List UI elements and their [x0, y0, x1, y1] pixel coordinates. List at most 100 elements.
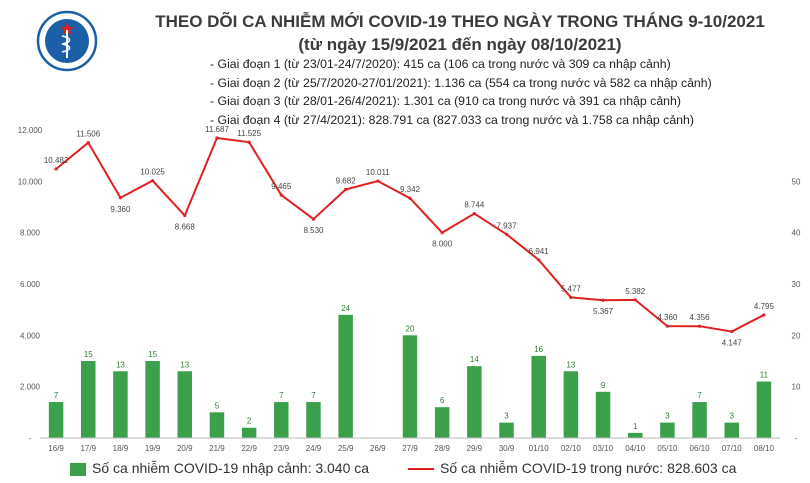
- bar-imported: [402, 335, 418, 438]
- line-data-label: 10.025: [140, 168, 165, 177]
- line-point: [54, 167, 58, 171]
- line-point: [183, 213, 187, 218]
- bar-data-label: 9: [601, 381, 606, 390]
- y-left-tick-label: 2.000: [20, 383, 41, 392]
- line-point: [151, 179, 155, 183]
- bar-data-label: 7: [697, 391, 702, 400]
- bar-data-label: 20: [406, 324, 415, 333]
- line-point: [601, 298, 605, 302]
- line-data-label: 7.937: [497, 221, 518, 230]
- bar-imported: [48, 402, 64, 438]
- phase-note: - Giai đoạn 1 (từ 23/01-24/7/2020): 415 …: [210, 57, 671, 71]
- bar-imported: [467, 366, 482, 438]
- bar-data-label: 15: [148, 350, 157, 359]
- line-data-label: 6.941: [529, 247, 550, 256]
- bar-imported: [660, 422, 675, 438]
- x-tick-label: 08/10: [754, 444, 775, 453]
- bar-data-label: 7: [311, 391, 316, 400]
- bar-data-label: 11: [760, 371, 769, 380]
- x-tick-label: 02/10: [561, 444, 582, 453]
- bar-data-label: 3: [665, 412, 670, 421]
- x-tick-label: 18/9: [113, 444, 129, 453]
- line-data-label: 5.382: [625, 287, 646, 296]
- line-point: [344, 187, 348, 192]
- line-data-label: 9.465: [271, 182, 292, 191]
- bar-data-label: 1: [633, 422, 638, 431]
- x-tick-label: 20/9: [177, 444, 193, 453]
- y-right-tick-label: 40: [792, 229, 801, 238]
- y-left-tick-label: -: [29, 434, 32, 443]
- x-tick-label: 22/9: [241, 444, 257, 453]
- y-left-tick-label: 8.000: [20, 229, 41, 238]
- phase-note: - Giai đoạn 3 (từ 28/01-26/4/2021): 1.30…: [210, 94, 681, 108]
- legend-item-domestic: Số ca nhiễm COVID-19 trong nước: 828.603…: [408, 460, 736, 476]
- phase-note: - Giai đoạn 4 (từ 27/4/2021): 828.791 ca…: [210, 112, 694, 127]
- y-right-tick-label: 10: [792, 383, 801, 392]
- bar-data-label: 5: [215, 401, 220, 410]
- line-data-label: 4.360: [657, 313, 678, 322]
- bar-data-label: 7: [279, 391, 284, 400]
- line-point: [118, 196, 123, 200]
- line-point: [215, 136, 219, 140]
- bar-data-label: 3: [730, 412, 735, 421]
- phase-notes: - Giai đoạn 1 (từ 23/01-24/7/2020): 415 …: [210, 55, 712, 129]
- bar-imported: [241, 427, 257, 438]
- line-data-label: 8.530: [303, 226, 324, 235]
- bar-data-label: 2: [247, 417, 252, 426]
- line-point: [440, 231, 444, 235]
- phase-note: - Giai đoạn 2 (từ 25/7/2020-27/01/2021):…: [210, 75, 712, 90]
- bar-imported: [113, 371, 128, 438]
- bar-data-label: 15: [84, 350, 93, 359]
- bar-imported: [306, 402, 321, 438]
- line-point: [537, 258, 541, 262]
- bar-imported: [692, 402, 707, 438]
- y-right-tick-label: 30: [792, 280, 801, 289]
- line-point: [279, 193, 283, 197]
- line-data-label: 9.682: [336, 176, 357, 185]
- y-left-tick-label: 4.000: [20, 331, 41, 340]
- line-data-label: 8.668: [175, 223, 196, 232]
- x-tick-label: 06/10: [690, 444, 711, 453]
- bar-imported: [756, 381, 772, 438]
- legend-item-imported: Số ca nhiễm COVID-19 nhập cảnh: 3.040 ca: [70, 460, 369, 476]
- line-point: [569, 295, 573, 300]
- line-point: [697, 324, 702, 328]
- chart-title: THEO DÕI CA NHIỄM MỚI COVID-19 THEO NGÀY…: [155, 12, 765, 31]
- chart-subtitle: (từ ngày 15/9/2021 đến ngày 08/10/2021): [298, 35, 622, 54]
- line-data-label: 10.482: [44, 156, 69, 165]
- x-tick-label: 05/10: [657, 444, 678, 453]
- y-left-tick-label: 6.000: [20, 280, 41, 289]
- bar-imported: [499, 422, 514, 438]
- x-tick-label: 04/10: [625, 444, 646, 453]
- x-tick-label: 07/10: [722, 444, 743, 453]
- line-data-label: 4.795: [754, 302, 775, 311]
- x-tick-label: 27/9: [402, 444, 418, 453]
- line-point: [762, 313, 766, 317]
- x-tick-label: 25/9: [338, 444, 354, 453]
- line-data-label: 11.506: [76, 130, 100, 139]
- line-point: [376, 179, 380, 183]
- bar-imported: [563, 371, 579, 438]
- bar-data-label: 13: [116, 360, 125, 369]
- legend-label-domestic: Số ca nhiễm COVID-19 trong nước: 828.603…: [440, 460, 737, 476]
- line-point: [408, 196, 412, 200]
- bar-imported: [434, 407, 450, 438]
- line-data-label: 4.356: [690, 313, 711, 322]
- line-point: [665, 324, 669, 328]
- line-data-label: 9.360: [110, 205, 131, 214]
- bar-imported: [338, 314, 353, 438]
- bar-data-label: 13: [566, 360, 575, 369]
- y-right-tick-label: -: [795, 434, 798, 443]
- bar-data-label: 13: [180, 360, 189, 369]
- x-tick-label: 28/9: [434, 444, 450, 453]
- bar-imported: [81, 361, 96, 438]
- bar-data-label: 3: [504, 412, 509, 421]
- line-point: [247, 140, 251, 144]
- legend-label-imported: Số ca nhiễm COVID-19 nhập cảnh: 3.040 ca: [92, 460, 370, 476]
- bar-imported: [531, 355, 546, 438]
- bar-imported: [145, 361, 160, 438]
- y-right-tick-label: 20: [792, 331, 801, 340]
- line-data-label: 11.687: [205, 125, 229, 134]
- y-right-tick-label: 50: [792, 177, 801, 186]
- line-point: [504, 232, 509, 236]
